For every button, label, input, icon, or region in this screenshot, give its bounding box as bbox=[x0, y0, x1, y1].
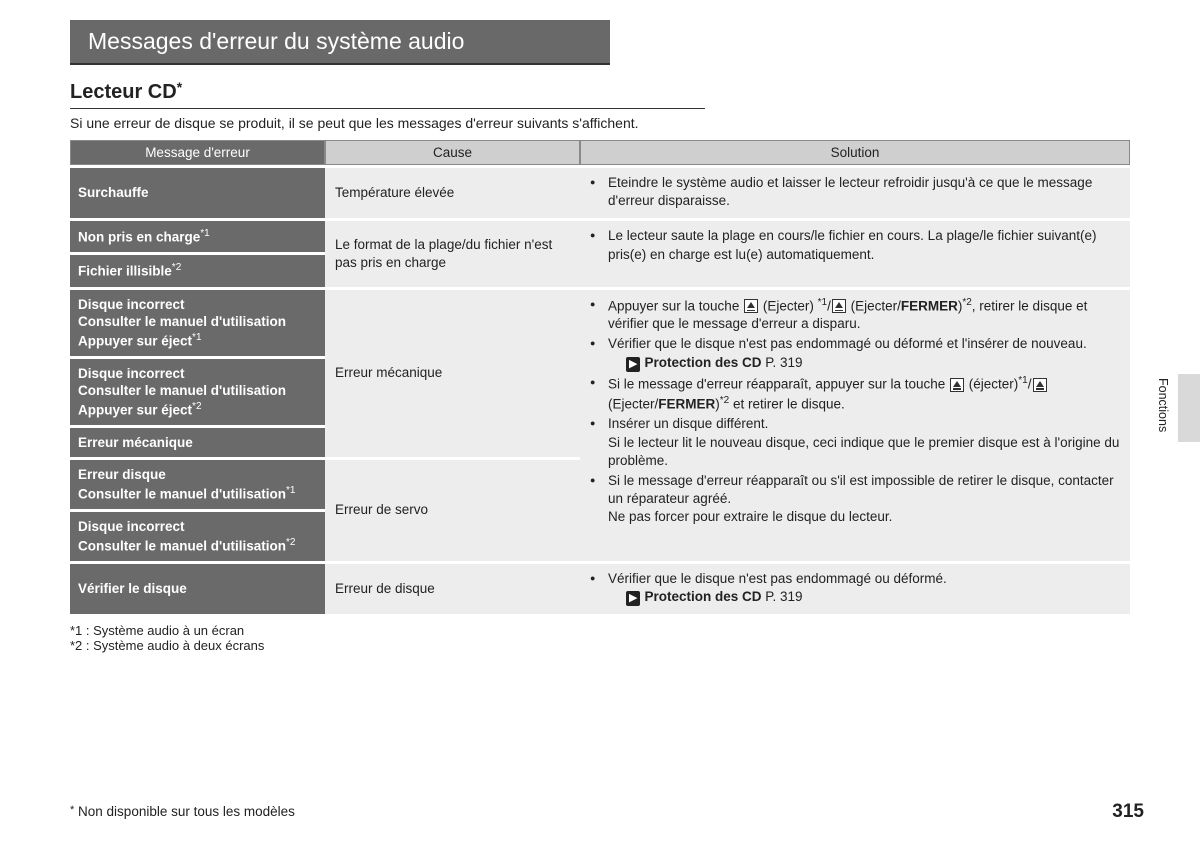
intro-text: Si une erreur de disque se produit, il s… bbox=[70, 115, 1130, 131]
sup-ref: *1 bbox=[200, 228, 209, 239]
solution-text: Appuyer sur la touche bbox=[608, 298, 743, 313]
sup-ref: *1 bbox=[192, 332, 201, 343]
solution-text: Si le message d'erreur réapparaît, appuy… bbox=[608, 376, 949, 391]
footnote-line: *1 : Système audio à un écran bbox=[70, 623, 1130, 638]
solution-cell: Le lecteur saute la plage en cours/le fi… bbox=[580, 221, 1130, 286]
msg-cell: Erreur disque Consulter le manuel d'util… bbox=[70, 460, 325, 509]
solution-text: / bbox=[827, 298, 831, 313]
solution-text: Si le message d'erreur réapparaît ou s'i… bbox=[608, 473, 1114, 506]
msg-text: Disque incorrect bbox=[78, 297, 185, 312]
msg-cell: Fichier illisible*2 bbox=[70, 255, 325, 286]
col-header-message: Message d'erreur bbox=[70, 140, 325, 165]
solution-item: Vérifier que le disque n'est pas endomma… bbox=[604, 335, 1120, 371]
asterisk-marker: * bbox=[177, 79, 182, 95]
sup-ref: *2 bbox=[172, 262, 181, 273]
eject-icon bbox=[1033, 378, 1047, 392]
solution-bold: FERMER bbox=[658, 396, 715, 411]
msg-text: Non pris en charge bbox=[78, 230, 200, 245]
msg-cell: Surchauffe bbox=[70, 168, 325, 218]
col-header-solution: Solution bbox=[580, 140, 1130, 165]
sup-ref: *1 bbox=[1018, 375, 1027, 386]
solution-cell: Eteindre le système audio et laisser le … bbox=[580, 168, 1130, 218]
model-disclaimer: * Non disponible sur tous les modèles bbox=[70, 804, 295, 819]
msg-text: Consulter le manuel d'utilisation bbox=[78, 486, 286, 501]
col-header-cause: Cause bbox=[325, 140, 580, 165]
msg-text: Appuyer sur éject bbox=[78, 333, 192, 348]
table-row: Surchauffe Température élevée Eteindre l… bbox=[70, 168, 1130, 218]
solution-text: (Ejecter/ bbox=[608, 396, 658, 411]
eject-icon bbox=[950, 378, 964, 392]
msg-text: Disque incorrect bbox=[78, 519, 185, 534]
side-tab bbox=[1178, 374, 1200, 442]
sup-ref: *2 bbox=[720, 395, 729, 406]
msg-cell: Disque incorrect Consulter le manuel d'u… bbox=[70, 290, 325, 356]
solution-text: Insérer un disque différent. bbox=[608, 416, 768, 431]
msg-text: Appuyer sur éject bbox=[78, 402, 192, 417]
eject-icon bbox=[832, 299, 846, 313]
disclaimer-text: Non disponible sur tous les modèles bbox=[74, 804, 295, 819]
solution-item: Insérer un disque différent. Si le lecte… bbox=[604, 415, 1120, 470]
table-header-row: Message d'erreur Cause Solution bbox=[70, 140, 1130, 165]
solution-text: / bbox=[1028, 376, 1032, 391]
msg-text: Consulter le manuel d'utilisation bbox=[78, 538, 286, 553]
solution-item: Vérifier que le disque n'est pas endomma… bbox=[604, 570, 1120, 606]
table-row: Non pris en charge*1 Le format de la pla… bbox=[70, 221, 1130, 252]
reference-page: P. 319 bbox=[765, 355, 802, 370]
solution-cell: Appuyer sur la touche (Ejecter) *1/ (Eje… bbox=[580, 290, 1130, 561]
msg-cell: Disque incorrect Consulter le manuel d'u… bbox=[70, 512, 325, 561]
solution-text: et retirer le disque. bbox=[729, 396, 845, 411]
reference-page: P. 319 bbox=[765, 589, 802, 604]
reference-icon: ▶ bbox=[626, 357, 640, 372]
msg-text: Disque incorrect bbox=[78, 366, 185, 381]
sup-ref: *2 bbox=[192, 401, 201, 412]
solution-item: Si le message d'erreur réapparaît ou s'i… bbox=[604, 472, 1120, 527]
table-row: Disque incorrect Consulter le manuel d'u… bbox=[70, 290, 1130, 356]
page-number: 315 bbox=[1112, 801, 1144, 823]
solution-item: Si le message d'erreur réapparaît, appuy… bbox=[604, 374, 1120, 413]
section-title-text: Lecteur CD bbox=[70, 81, 177, 103]
solution-text: Vérifier que le disque n'est pas endomma… bbox=[608, 336, 1087, 351]
reference-label: Protection des CD bbox=[644, 589, 761, 604]
section-title: Lecteur CD* bbox=[70, 81, 705, 109]
msg-cell: Vérifier le disque bbox=[70, 564, 325, 614]
solution-bold: FERMER bbox=[901, 298, 958, 313]
footnote-line: *2 : Système audio à deux écrans bbox=[70, 638, 1130, 653]
eject-icon bbox=[744, 299, 758, 313]
sup-ref: *1 bbox=[818, 297, 827, 308]
cause-cell: Erreur de disque bbox=[325, 564, 580, 614]
solution-item: Eteindre le système audio et laisser le … bbox=[604, 174, 1120, 210]
error-message-table: Message d'erreur Cause Solution Surchauf… bbox=[70, 137, 1130, 617]
solution-item: Le lecteur saute la plage en cours/le fi… bbox=[604, 227, 1120, 263]
table-row: Vérifier le disque Erreur de disque Véri… bbox=[70, 564, 1130, 614]
cause-cell: Température élevée bbox=[325, 168, 580, 218]
solution-text: Vérifier que le disque n'est pas endomma… bbox=[608, 571, 947, 586]
solution-text: Ne pas forcer pour extraire le disque du… bbox=[608, 509, 892, 524]
reference-label: Protection des CD bbox=[644, 355, 761, 370]
solution-text: (Ejecter/ bbox=[847, 298, 901, 313]
footnotes-block: *1 : Système audio à un écran *2 : Systè… bbox=[70, 623, 1130, 653]
msg-cell: Non pris en charge*1 bbox=[70, 221, 325, 252]
cause-cell: Le format de la plage/du fichier n'est p… bbox=[325, 221, 580, 286]
solution-text: Si le lecteur lit le nouveau disque, cec… bbox=[608, 435, 1119, 468]
cause-cell: Erreur de servo bbox=[325, 460, 580, 560]
solution-item: Appuyer sur la touche (Ejecter) *1/ (Eje… bbox=[604, 296, 1120, 334]
msg-cell: Erreur mécanique bbox=[70, 428, 325, 458]
msg-text: Consulter le manuel d'utilisation bbox=[78, 383, 286, 398]
sup-ref: *1 bbox=[286, 485, 295, 496]
sup-ref: *2 bbox=[962, 297, 971, 308]
msg-text: Erreur disque bbox=[78, 467, 166, 482]
solution-cell: Vérifier que le disque n'est pas endomma… bbox=[580, 564, 1130, 614]
side-section-label: Fonctions bbox=[1156, 378, 1170, 432]
cause-cell: Erreur mécanique bbox=[325, 290, 580, 458]
page-header: Messages d'erreur du système audio bbox=[70, 20, 610, 65]
solution-text: (Ejecter) bbox=[759, 298, 818, 313]
sup-ref: *2 bbox=[286, 537, 295, 548]
msg-text: Consulter le manuel d'utilisation bbox=[78, 314, 286, 329]
msg-text: Fichier illisible bbox=[78, 264, 172, 279]
reference-icon: ▶ bbox=[626, 591, 640, 606]
solution-text: (éjecter) bbox=[965, 376, 1018, 391]
msg-cell: Disque incorrect Consulter le manuel d'u… bbox=[70, 359, 325, 425]
